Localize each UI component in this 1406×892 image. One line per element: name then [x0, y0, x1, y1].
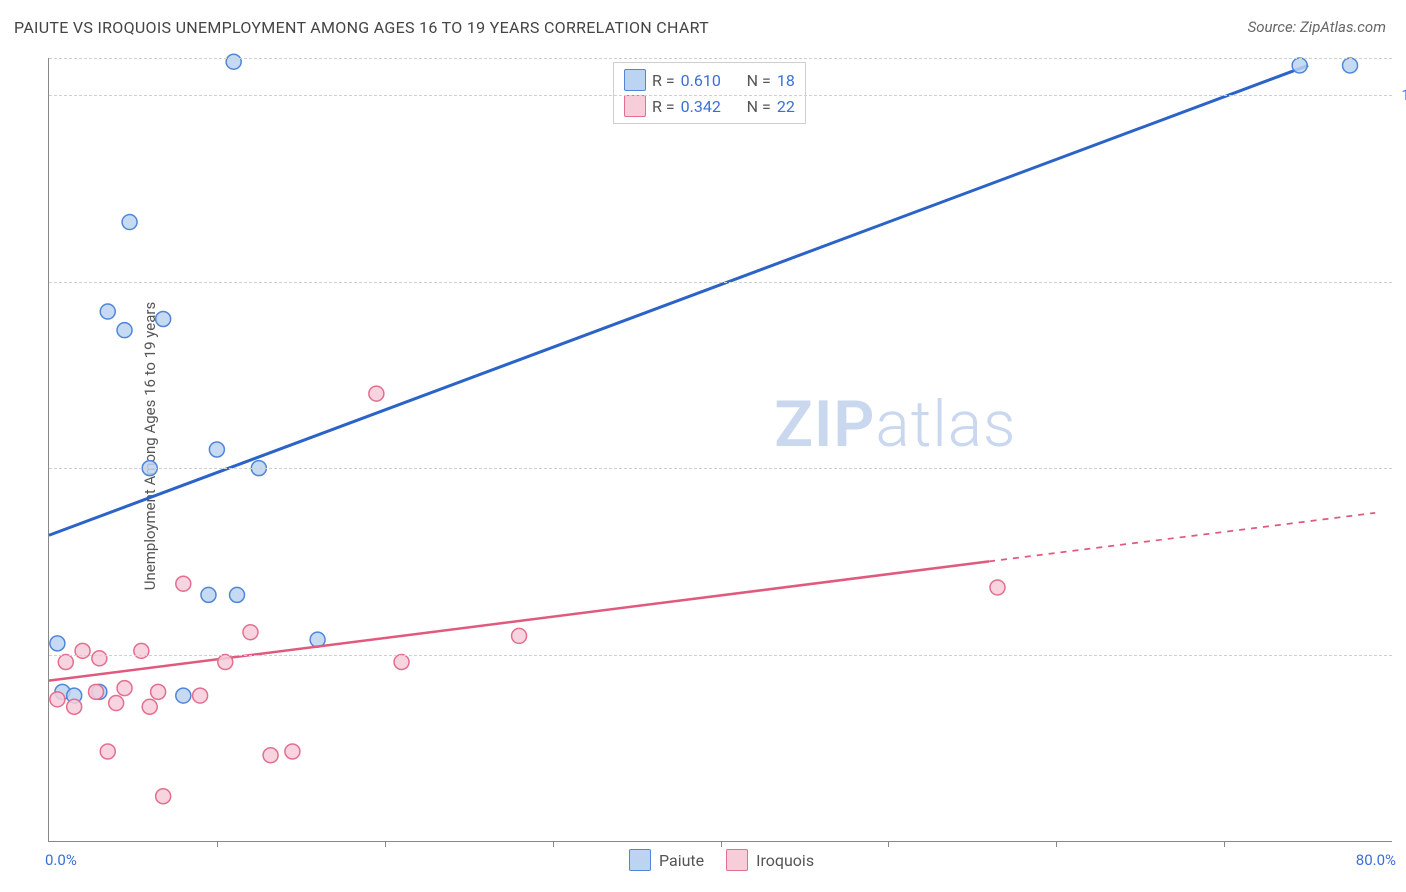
- data-point: [151, 684, 166, 699]
- data-point: [67, 699, 82, 714]
- data-point: [512, 628, 527, 643]
- data-point: [142, 699, 157, 714]
- data-point: [394, 655, 409, 670]
- legend-swatch: [629, 849, 651, 871]
- data-point: [109, 696, 124, 711]
- x-tick: [217, 841, 218, 847]
- data-point: [176, 576, 191, 591]
- series-legend-item: Iroquois: [726, 849, 814, 871]
- data-point: [193, 688, 208, 703]
- data-point: [176, 688, 191, 703]
- trend-line: [49, 65, 1308, 535]
- data-point: [263, 748, 278, 763]
- gridline: [49, 468, 1392, 469]
- data-point: [243, 625, 258, 640]
- series-name: Iroquois: [756, 851, 814, 870]
- legend-swatch: [726, 849, 748, 871]
- data-point: [117, 681, 132, 696]
- data-point: [134, 643, 149, 658]
- y-tick-label: 100.0%: [1401, 86, 1406, 104]
- x-tick: [721, 841, 722, 847]
- trend-line-dashed: [989, 513, 1375, 561]
- data-point: [92, 651, 107, 666]
- plot-area: ZIPatlas R =0.610N =18R =0.342N =22 0.0%…: [48, 58, 1392, 842]
- chart-container: PAIUTE VS IROQUOIS UNEMPLOYMENT AMONG AG…: [0, 0, 1406, 892]
- gridline: [49, 58, 1392, 59]
- data-point: [156, 789, 171, 804]
- data-point: [218, 655, 233, 670]
- series-legend: Paiute Iroquois: [629, 849, 814, 871]
- data-point: [100, 744, 115, 759]
- data-point: [230, 587, 245, 602]
- x-axis-max-label: 80.0%: [1356, 851, 1396, 869]
- gridline: [49, 282, 1392, 283]
- series-name: Paiute: [659, 851, 704, 870]
- data-point: [117, 323, 132, 338]
- data-point: [1343, 58, 1358, 73]
- chart-svg: [49, 58, 1392, 841]
- x-tick: [385, 841, 386, 847]
- data-point: [1292, 58, 1307, 73]
- data-point: [50, 692, 65, 707]
- gridline: [49, 655, 1392, 656]
- x-axis-min-label: 0.0%: [45, 851, 77, 869]
- data-point: [58, 655, 73, 670]
- data-point: [100, 304, 115, 319]
- data-point: [89, 684, 104, 699]
- data-point: [209, 442, 224, 457]
- data-point: [50, 636, 65, 651]
- x-tick: [553, 841, 554, 847]
- x-tick: [888, 841, 889, 847]
- data-point: [122, 215, 137, 230]
- data-point: [201, 587, 216, 602]
- data-point: [75, 643, 90, 658]
- data-point: [226, 54, 241, 69]
- data-point: [990, 580, 1005, 595]
- data-point: [369, 386, 384, 401]
- x-tick: [1224, 841, 1225, 847]
- data-point: [285, 744, 300, 759]
- gridline: [49, 95, 1392, 96]
- x-tick: [1056, 841, 1057, 847]
- series-legend-item: Paiute: [629, 849, 704, 871]
- source-label: Source: ZipAtlas.com: [1248, 18, 1386, 36]
- data-point: [156, 312, 171, 327]
- chart-title: PAIUTE VS IROQUOIS UNEMPLOYMENT AMONG AG…: [14, 18, 709, 37]
